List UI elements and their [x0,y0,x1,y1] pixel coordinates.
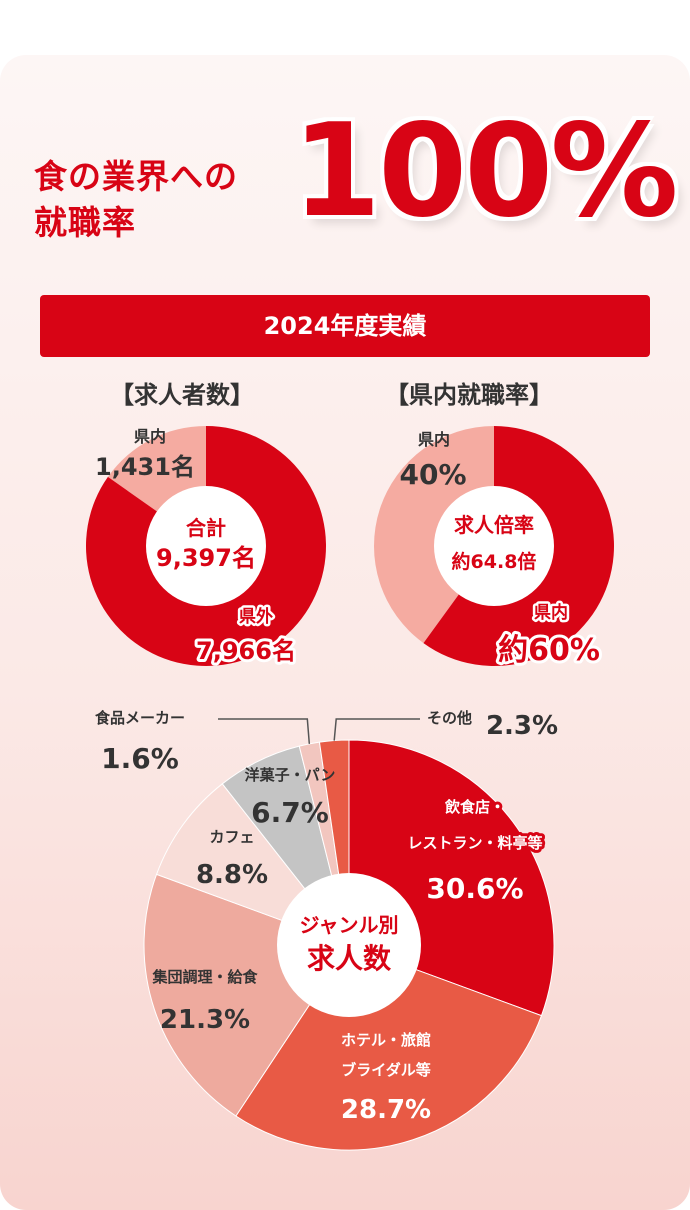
genre-label-6: その他 [427,709,472,727]
genre-label-5: 食品メーカー [95,709,185,727]
donut1-label-0: 県内 [134,427,166,446]
genre-label-2: 集団調理・給食 [151,968,258,986]
donut1-hole [146,486,266,606]
donut1-value-0: 1,431名 [95,453,195,481]
donut2-hole [434,486,554,606]
donut2-label-1: 県内 [534,602,568,623]
genre-center-line2: 求人数 [307,942,392,975]
genre-slice-1 [235,944,543,1151]
donut2-label-0: 県内 [418,430,450,449]
donut2-center-line2: 約64.8倍 [452,550,537,573]
employment-rate-value: 100% [292,97,678,246]
donut1-heading: 【求人者数】 [110,381,254,409]
genre-label-3: カフェ [209,828,254,846]
donut1-label-1: 県外 [239,606,273,627]
genre-value-6: 2.3% [486,711,558,741]
leader-line-other [333,718,420,741]
genre-value-0: 30.6% [426,872,523,905]
genre-value-4: 6.7% [251,796,329,829]
genre-center-line1: ジャンル別 [300,913,399,937]
headline-line1: 食の業界への [34,157,238,196]
donut2-slice-0 [373,426,494,644]
genre-value-5: 1.6% [101,742,179,775]
genre-label-0-line0: 飲食店・ [444,798,505,816]
donut1-value-1: 7,966名 [196,637,296,665]
genre-value-2: 21.3% [160,1005,250,1035]
genre-center-hole [277,873,421,1017]
donut2-center-line1: 求人倍率 [454,513,534,537]
donut1-center-line2: 9,397名 [156,544,256,572]
donut2-value-0: 40% [399,458,466,491]
genre-value-3: 8.8% [196,860,268,890]
year-banner: 2024年度実績 [40,295,650,357]
headline-line2: 就職率 [34,203,136,242]
genre-label-1-line0: ホテル・旅館 [341,1031,431,1049]
donut2-value-1: 約60% [498,633,600,668]
donut1-center-line1: 合計 [186,516,226,540]
leader-line-food-maker [218,718,311,744]
genre-value-1: 28.7% [341,1095,431,1125]
genre-label-0-line1: レストラン・料亭等 [407,834,542,852]
genre-label-4: 洋菓子・パン [245,766,336,784]
donut2-heading: 【県内就職率】 [385,381,553,409]
genre-label-1-line1: ブライダル等 [341,1061,430,1079]
